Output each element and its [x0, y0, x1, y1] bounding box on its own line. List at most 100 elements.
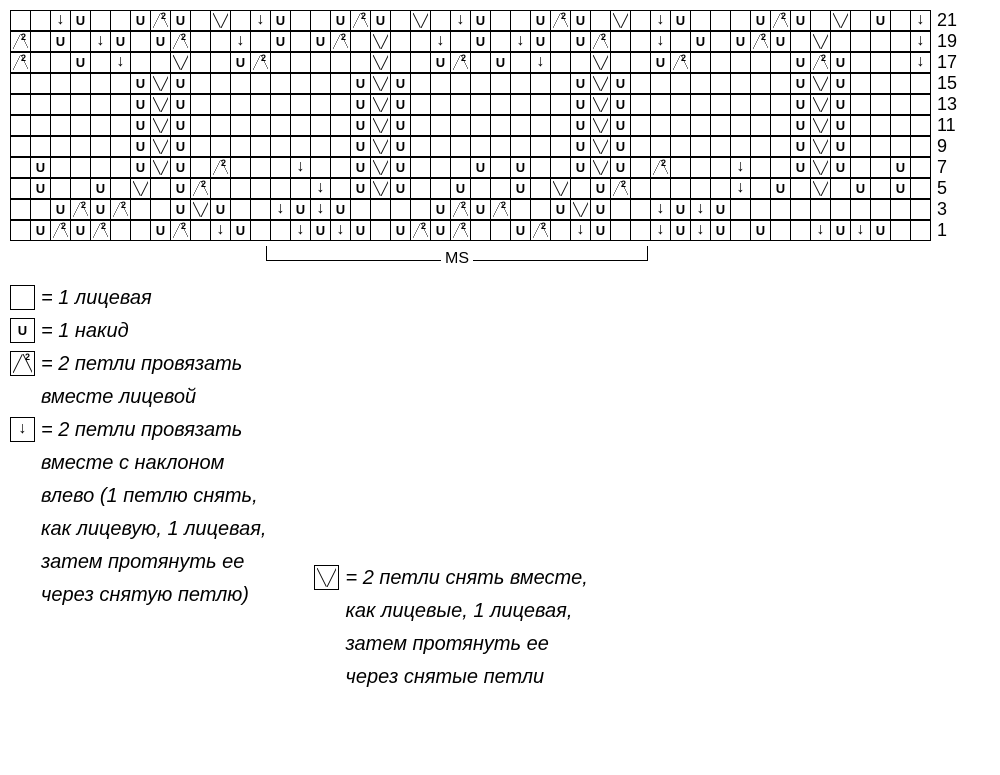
chart-cell — [370, 10, 391, 31]
chart-cell — [470, 73, 491, 94]
chart-cell — [390, 115, 411, 136]
chart-cell — [750, 31, 771, 52]
chart-cell — [870, 73, 891, 94]
chart-cell — [330, 73, 351, 94]
chart-cell — [450, 52, 471, 73]
chart-cell — [570, 94, 591, 115]
chart-cell — [770, 157, 791, 178]
chart-cell — [850, 157, 871, 178]
chart-cell — [510, 178, 531, 199]
chart-cell — [170, 136, 191, 157]
chart-cell — [130, 94, 151, 115]
repeat-bracket: MS — [266, 246, 648, 261]
chart-cell — [450, 199, 471, 220]
chart-cell — [270, 52, 291, 73]
chart-cell — [310, 136, 331, 157]
chart-row: 19 — [10, 31, 961, 52]
chart-cell — [310, 94, 331, 115]
chart-cell — [550, 178, 571, 199]
chart-cell — [190, 115, 211, 136]
legend-item: = 1 накид — [10, 318, 266, 345]
chart-cell — [590, 136, 611, 157]
chart-cell — [870, 31, 891, 52]
chart-cell — [430, 220, 451, 241]
chart-cell — [90, 115, 111, 136]
chart-cell — [50, 199, 71, 220]
chart-cell — [730, 94, 751, 115]
chart-cell — [670, 136, 691, 157]
chart-cell — [530, 220, 551, 241]
chart-cell — [190, 178, 211, 199]
chart-cell — [250, 199, 271, 220]
chart-cell — [890, 52, 911, 73]
chart-cell — [430, 52, 451, 73]
chart-cell — [790, 10, 811, 31]
chart-cell — [630, 73, 651, 94]
legend-text: через снятые петли — [345, 664, 587, 691]
chart-cell — [490, 115, 511, 136]
chart-cell — [270, 157, 291, 178]
chart-cell — [630, 220, 651, 241]
chart-cell — [110, 73, 131, 94]
chart-cell — [590, 73, 611, 94]
chart-cell — [850, 136, 871, 157]
chart-cell — [790, 178, 811, 199]
chart-cell — [490, 220, 511, 241]
chart-cell — [190, 31, 211, 52]
chart-cell — [610, 52, 631, 73]
chart-cell — [730, 73, 751, 94]
chart-cell — [770, 10, 791, 31]
chart-cell — [630, 136, 651, 157]
chart-cell — [570, 115, 591, 136]
chart-cell — [130, 157, 151, 178]
chart-cell — [670, 115, 691, 136]
chart-cell — [210, 220, 231, 241]
chart-cell — [110, 199, 131, 220]
chart-cell — [530, 136, 551, 157]
legend-text: = 1 лицевая — [41, 285, 152, 312]
chart-cell — [70, 31, 91, 52]
chart-cell — [530, 94, 551, 115]
chart-cell — [550, 73, 571, 94]
chart-cell — [650, 94, 671, 115]
chart-cell — [250, 31, 271, 52]
row-number: 5 — [937, 178, 961, 199]
chart-cell — [110, 157, 131, 178]
chart-cell — [570, 178, 591, 199]
chart-cell — [90, 136, 111, 157]
chart-cell — [170, 178, 191, 199]
chart-cell — [670, 220, 691, 241]
chart-cell — [910, 73, 931, 94]
chart-cell — [430, 178, 451, 199]
chart-cell — [30, 94, 51, 115]
chart-cell — [310, 31, 331, 52]
chart-cell — [50, 157, 71, 178]
legend-item: = 1 лицевая — [10, 285, 266, 312]
chart-cell — [210, 199, 231, 220]
chart-cell — [90, 52, 111, 73]
chart-row: 21 — [10, 10, 961, 31]
chart-cell — [270, 94, 291, 115]
chart-cell — [150, 220, 171, 241]
chart-cell — [430, 115, 451, 136]
chart-cell — [850, 178, 871, 199]
chart-cell — [510, 31, 531, 52]
chart-cell — [870, 94, 891, 115]
chart-cell — [410, 52, 431, 73]
chart-cell — [850, 52, 871, 73]
chart-cell — [630, 199, 651, 220]
chart-cell — [370, 31, 391, 52]
chart-cell — [390, 31, 411, 52]
chart-cell — [310, 157, 331, 178]
chart-cell — [590, 199, 611, 220]
chart-cell — [130, 220, 151, 241]
chart-cell — [470, 94, 491, 115]
chart-cell — [390, 178, 411, 199]
chart-cell — [130, 52, 151, 73]
chart-cell — [850, 94, 871, 115]
chart-cell — [590, 115, 611, 136]
chart-cell — [290, 94, 311, 115]
chart-cell — [270, 178, 291, 199]
chart-cell — [270, 220, 291, 241]
chart-cell — [110, 136, 131, 157]
